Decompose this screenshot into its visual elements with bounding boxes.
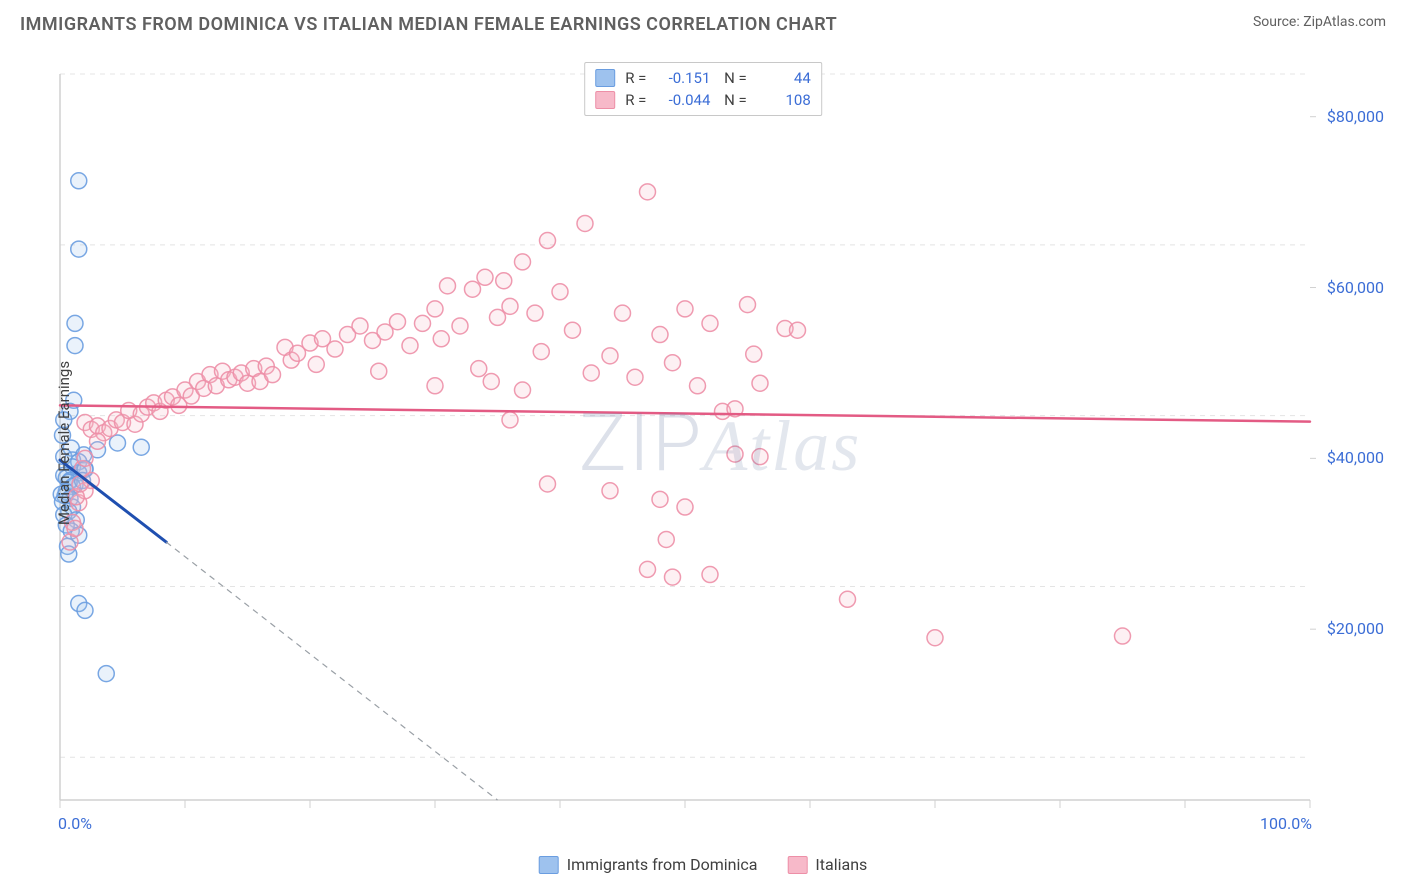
data-point	[465, 281, 481, 297]
data-point	[552, 284, 568, 300]
legend-stat-r-value: -0.151	[656, 67, 710, 89]
data-point	[502, 298, 518, 314]
legend-stat-r-value: -0.044	[656, 89, 710, 111]
data-point	[640, 184, 656, 200]
y-tick-label: $20,000	[1327, 619, 1384, 638]
data-point	[502, 412, 518, 428]
data-point	[533, 344, 549, 360]
data-point	[483, 373, 499, 389]
data-point	[452, 318, 468, 334]
data-point	[583, 365, 599, 381]
data-point	[702, 567, 718, 583]
legend-item: Immigrants from Dominica	[539, 855, 758, 874]
data-point	[727, 446, 743, 462]
data-point	[515, 254, 531, 270]
data-point	[402, 338, 418, 354]
plot-container: Median Female Earnings ZIPAtlas $20,000$…	[50, 58, 1390, 828]
y-tick-label: $80,000	[1327, 107, 1384, 126]
data-point	[690, 378, 706, 394]
data-point	[327, 341, 343, 357]
data-point	[740, 297, 756, 313]
data-point	[477, 269, 493, 285]
data-point	[133, 439, 149, 455]
data-point	[427, 378, 443, 394]
data-point	[371, 363, 387, 379]
chart-title: IMMIGRANTS FROM DOMINICA VS ITALIAN MEDI…	[20, 14, 837, 35]
data-point	[427, 301, 443, 317]
data-point	[390, 314, 406, 330]
y-axis-label: Median Female Earnings	[55, 361, 73, 525]
data-point	[77, 450, 93, 466]
data-point	[677, 301, 693, 317]
scatter-plot-svg	[50, 58, 1390, 828]
data-point	[527, 305, 543, 321]
data-point	[652, 491, 668, 507]
data-point	[433, 331, 449, 347]
data-point	[1115, 628, 1131, 644]
data-point	[440, 278, 456, 294]
x-tick-label: 100.0%	[1260, 814, 1312, 833]
legend-stat-r-label: R =	[625, 67, 646, 89]
legend-swatch	[595, 91, 615, 109]
legend-series: Immigrants from Dominica Italians	[539, 855, 868, 874]
y-tick-label: $60,000	[1327, 278, 1384, 297]
source-label: Source: ZipAtlas.com	[1253, 14, 1386, 30]
legend-swatch	[595, 69, 615, 87]
data-point	[702, 315, 718, 331]
data-point	[352, 318, 368, 334]
data-point	[665, 355, 681, 371]
data-point	[752, 375, 768, 391]
data-point	[602, 348, 618, 364]
data-point	[90, 433, 106, 449]
data-point	[540, 233, 556, 249]
data-point	[577, 215, 593, 231]
data-point	[627, 369, 643, 385]
data-point	[790, 322, 806, 338]
legend-stat-n-label: N =	[720, 67, 746, 89]
x-tick-label: 0.0%	[58, 814, 92, 833]
data-point	[67, 338, 83, 354]
data-point	[665, 569, 681, 585]
data-point	[565, 322, 581, 338]
legend-stats-box: R = -0.151 N = 44 R = -0.044 N = 108	[584, 62, 822, 116]
legend-stat-n-value: 44	[757, 67, 811, 89]
y-tick-label: $40,000	[1327, 448, 1384, 467]
legend-stat-n-label: N =	[720, 89, 746, 111]
data-point	[640, 561, 656, 577]
data-point	[67, 315, 83, 331]
data-point	[927, 630, 943, 646]
data-point	[746, 346, 762, 362]
data-point	[515, 382, 531, 398]
data-point	[615, 305, 631, 321]
legend-stat-r-label: R =	[625, 89, 646, 111]
data-point	[71, 173, 87, 189]
legend-swatch	[539, 856, 559, 874]
legend-stats-row: R = -0.044 N = 108	[595, 89, 811, 111]
data-point	[602, 483, 618, 499]
legend-label: Italians	[815, 855, 867, 874]
legend-stat-n-value: 108	[757, 89, 811, 111]
data-point	[490, 309, 506, 325]
data-point	[540, 476, 556, 492]
data-point	[110, 435, 126, 451]
data-point	[471, 361, 487, 377]
legend-label: Immigrants from Dominica	[567, 855, 758, 874]
data-point	[840, 591, 856, 607]
data-point	[98, 666, 114, 682]
legend-swatch	[787, 856, 807, 874]
data-point	[77, 602, 93, 618]
data-point	[496, 273, 512, 289]
data-point	[677, 499, 693, 515]
legend-item: Italians	[787, 855, 867, 874]
data-point	[652, 327, 668, 343]
data-point	[658, 531, 674, 547]
data-point	[415, 315, 431, 331]
data-point	[308, 356, 324, 372]
data-point	[265, 367, 281, 383]
data-point	[71, 241, 87, 257]
legend-stats-row: R = -0.151 N = 44	[595, 67, 811, 89]
data-point	[752, 449, 768, 465]
